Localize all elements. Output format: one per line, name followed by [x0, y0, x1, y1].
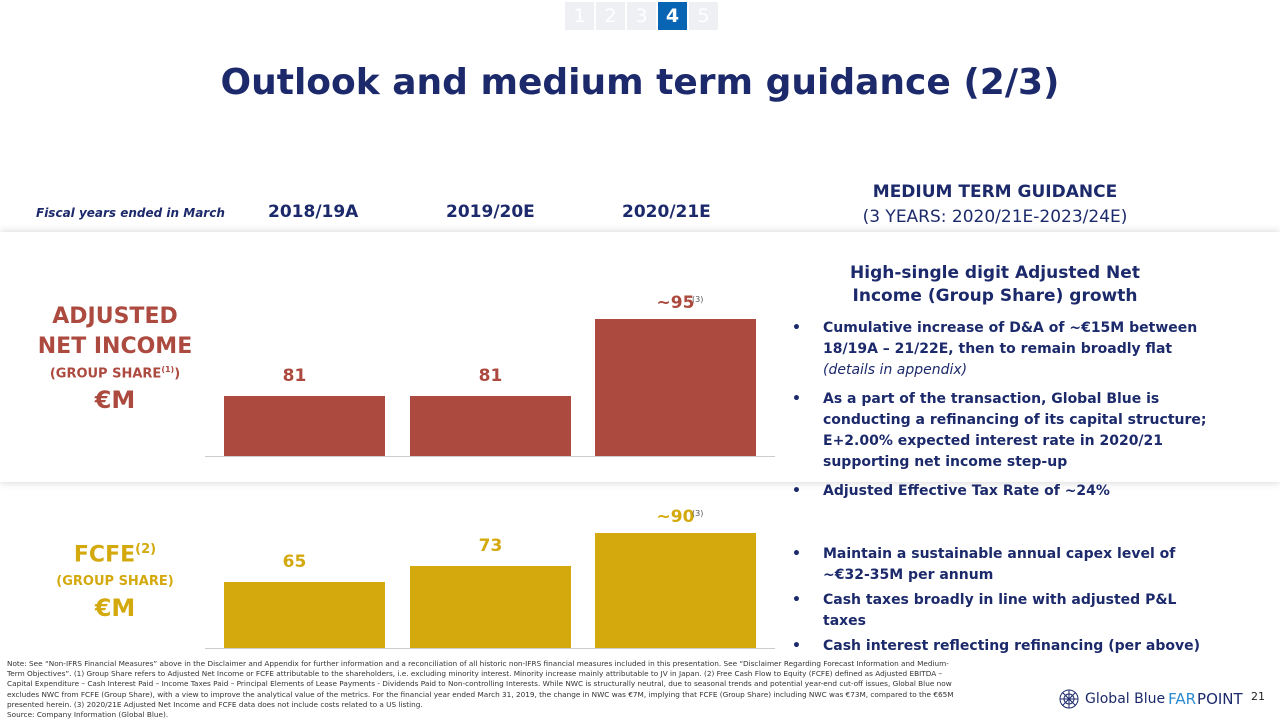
bullet-text: Adjusted Effective Tax Rate of ~24% [823, 483, 1110, 499]
bullet: Cumulative increase of D&A of ~€15M betw… [790, 318, 1220, 381]
nav-page-5[interactable]: 5 [689, 2, 718, 30]
bullet: Cash taxes broadly in line with adjusted… [790, 590, 1220, 632]
unit-label: €M [94, 386, 136, 415]
logo-text: Global Blue [1085, 691, 1166, 707]
chart-baseline [205, 648, 775, 649]
label-line: (GROUP SHARE [49, 366, 162, 382]
unit-label: €M [94, 594, 136, 623]
footnote-ref: (2) [135, 542, 157, 557]
medium-term-guidance-header: MEDIUM TERM GUIDANCE (3 YEARS: 2020/21E-2… [840, 180, 1150, 230]
label-line: ADJUSTED [52, 304, 178, 329]
label-line: NET INCOME [37, 334, 193, 359]
year-header: 2018/19A [268, 202, 359, 222]
bullet-text: As a part of the transaction, Global Blu… [823, 391, 1207, 470]
mtg-subtitle: (3 YEARS: 2020/21E-2023/24E) [862, 207, 1128, 227]
label-line: FCFE [73, 542, 136, 568]
bar-2020/21E [595, 532, 756, 648]
ani-guidance-heading: High-single digit Adjusted Net Income (G… [850, 263, 1140, 306]
bullet-text: Cumulative increase of D&A of ~€15M betw… [823, 320, 1198, 357]
bullet-text: Maintain a sustainable annual capex leve… [823, 546, 1176, 583]
label-line: ) [174, 366, 181, 382]
logo-text: FAR [1168, 690, 1197, 708]
bar-2018/19A [224, 581, 385, 648]
fcfe-bullets: Maintain a sustainable annual capex leve… [790, 544, 1220, 665]
section-nav: 1 2 3 4 5 [565, 2, 718, 30]
nav-page-3[interactable]: 3 [627, 2, 656, 30]
logo-text: POINT [1197, 690, 1243, 708]
globe-logo-icon [1059, 689, 1079, 709]
page-number: 21 [1251, 690, 1265, 703]
footnote-ref: (1) [161, 365, 175, 374]
footnote-ref: (3) [692, 508, 704, 518]
ani-bullets: Cumulative increase of D&A of ~€15M betw… [790, 318, 1220, 510]
bar-2018/19A [224, 395, 385, 456]
bar-2020/21E [595, 318, 756, 456]
net-income-label: ADJUSTED NET INCOME (GROUP SHARE(1)) €M [20, 302, 210, 418]
bullet: Adjusted Effective Tax Rate of ~24% [790, 481, 1220, 502]
bullet: As a part of the transaction, Global Blu… [790, 389, 1220, 473]
bullet: Cash interest reflecting refinancing (pe… [790, 636, 1220, 657]
bar-value-label: 65 [282, 551, 307, 572]
mtg-title: MEDIUM TERM GUIDANCE [872, 182, 1118, 202]
page-title: Outlook and medium term guidance (2/3) [220, 62, 1060, 103]
global-blue-logo: Global Blue FAR POINT [1058, 688, 1243, 710]
nav-page-1[interactable]: 1 [565, 2, 594, 30]
bullet: Maintain a sustainable annual capex leve… [790, 544, 1220, 586]
bar-2019/20E [410, 565, 571, 648]
note-text: Note: See “Non-IFRS Financial Measures” … [7, 659, 954, 709]
year-header: 2019/20E [446, 202, 535, 222]
source-text: Source: Company Information (Global Blue… [7, 710, 169, 720]
bar-value-label: ~90 [656, 506, 695, 527]
label-line: (GROUP SHARE) [56, 574, 174, 590]
footnote-ref: (3) [692, 294, 704, 304]
year-header: 2020/21E [622, 202, 711, 222]
bar-2019/20E [410, 395, 571, 456]
bar-value-label: 81 [478, 365, 503, 386]
bar-value-label: 81 [282, 365, 307, 386]
nav-page-2[interactable]: 2 [596, 2, 625, 30]
chart-baseline [205, 456, 775, 457]
bullet-text: Cash taxes broadly in line with adjusted… [823, 592, 1177, 629]
bar-value-label: ~95 [656, 292, 695, 313]
bullet-text: Cash interest reflecting refinancing (pe… [823, 638, 1200, 654]
bullet-italic: (details in appendix) [823, 362, 968, 378]
bar-value-label: 73 [478, 535, 503, 556]
fcfe-label: FCFE(2) (GROUP SHARE) €M [20, 535, 210, 622]
fiscal-note: Fiscal years ended in March [36, 206, 225, 220]
nav-page-4[interactable]: 4 [658, 2, 687, 30]
footnote: Note: See “Non-IFRS Financial Measures” … [7, 659, 957, 720]
